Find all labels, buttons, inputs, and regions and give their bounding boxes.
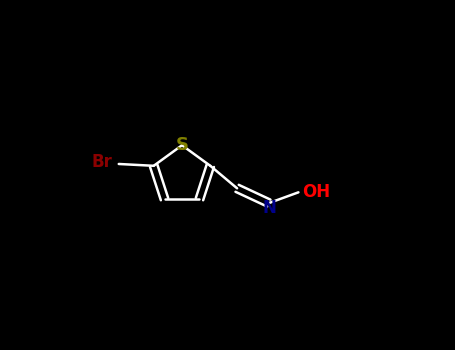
Text: S: S bbox=[176, 135, 188, 154]
Text: OH: OH bbox=[302, 183, 330, 201]
Text: Br: Br bbox=[91, 153, 112, 171]
Text: N: N bbox=[263, 199, 277, 217]
